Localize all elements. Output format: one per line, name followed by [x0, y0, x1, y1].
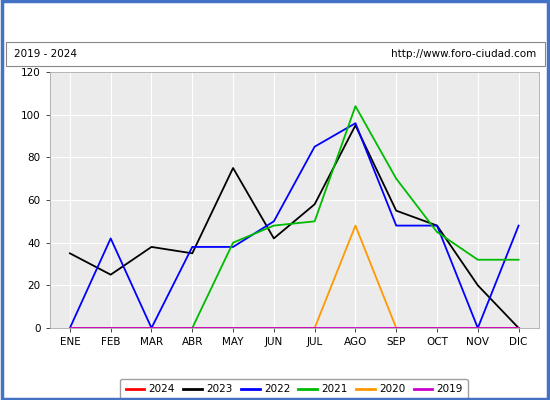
Text: http://www.foro-ciudad.com: http://www.foro-ciudad.com — [391, 49, 536, 59]
Legend: 2024, 2023, 2022, 2021, 2020, 2019: 2024, 2023, 2022, 2021, 2020, 2019 — [120, 379, 468, 400]
FancyBboxPatch shape — [6, 42, 544, 66]
Text: Evolucion Nº Turistas Extranjeros en el municipio de Villatoro: Evolucion Nº Turistas Extranjeros en el … — [52, 12, 498, 28]
Text: 2019 - 2024: 2019 - 2024 — [14, 49, 77, 59]
